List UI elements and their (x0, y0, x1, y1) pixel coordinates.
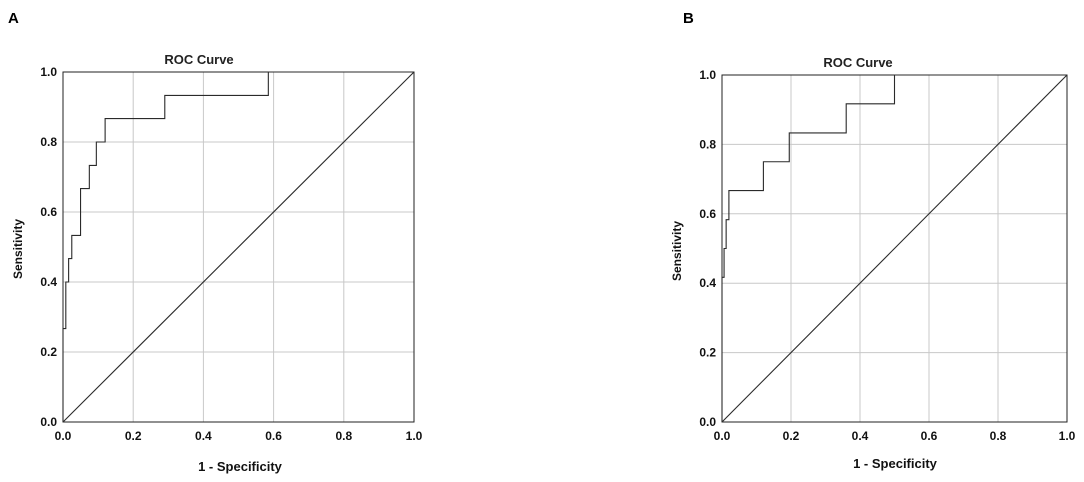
panel-label-a: A (8, 10, 19, 27)
panel-label-b: B (683, 10, 694, 27)
y-tick-label-b-3: 0.6 (699, 207, 716, 221)
grid-b (722, 75, 1067, 422)
reference-line-a (62, 71, 415, 423)
y-ticks-b: 0.0 0.2 0.4 0.6 0.8 1.0 (699, 68, 716, 429)
y-tick-label-b-4: 0.8 (699, 137, 716, 151)
y-tick-label-a-4: 0.8 (40, 135, 57, 149)
x-tick-label-b-5: 1.0 (1059, 429, 1076, 443)
x-ticks-b: 0.0 0.2 0.4 0.6 0.8 1.0 (714, 429, 1076, 443)
reference-line-b (721, 74, 1068, 423)
series-group-b (721, 74, 1068, 423)
y-tick-label-b-5: 1.0 (699, 68, 716, 82)
x-tick-label-a-2: 0.4 (195, 429, 212, 443)
x-tick-label-a-5: 1.0 (406, 429, 423, 443)
chart-title-b: ROC Curve (823, 55, 892, 70)
y-tick-label-a-5: 1.0 (40, 65, 57, 79)
y-tick-label-a-1: 0.2 (40, 345, 57, 359)
x-tick-label-b-1: 0.2 (783, 429, 800, 443)
x-tick-label-b-0: 0.0 (714, 429, 731, 443)
x-tick-label-a-1: 0.2 (125, 429, 142, 443)
x-tick-label-a-0: 0.0 (55, 429, 72, 443)
y-tick-label-b-1: 0.2 (699, 346, 716, 360)
plot-frame-a (62, 71, 415, 423)
x-axis-label-a: 1 - Specificity (198, 459, 283, 474)
grid-a (63, 72, 414, 422)
roc-curve-b (721, 74, 1067, 422)
roc-curve-a (62, 71, 414, 422)
y-tick-label-a-0: 0.0 (40, 415, 57, 429)
y-tick-label-a-3: 0.6 (40, 205, 57, 219)
y-tick-label-a-2: 0.4 (40, 275, 57, 289)
panel-a: A ROC Curve 0.0 0.2 0.4 0.6 0.8 1.0 0.0 0.2 0.4… (8, 10, 423, 474)
x-ticks-a: 0.0 0.2 0.4 0.6 0.8 1.0 (55, 429, 423, 443)
chart-title-a: ROC Curve (164, 52, 233, 67)
x-axis-label-b: 1 - Specificity (853, 456, 938, 471)
x-tick-label-a-3: 0.6 (265, 429, 282, 443)
y-axis-label-a: Sensitivity (11, 219, 25, 279)
series-group-a (62, 71, 415, 423)
panel-b: B ROC Curve 0.0 0.2 0.4 0.6 0.8 1.0 0.0 0.2 0.4… (670, 10, 1076, 471)
x-tick-label-b-3: 0.6 (921, 429, 938, 443)
x-tick-label-b-4: 0.8 (990, 429, 1007, 443)
y-tick-label-b-2: 0.4 (699, 276, 716, 290)
y-axis-label-b: Sensitivity (670, 221, 684, 281)
y-tick-label-b-0: 0.0 (699, 415, 716, 429)
x-tick-label-a-4: 0.8 (335, 429, 352, 443)
x-tick-label-b-2: 0.4 (852, 429, 869, 443)
y-ticks-a: 0.0 0.2 0.4 0.6 0.8 1.0 (40, 65, 57, 429)
